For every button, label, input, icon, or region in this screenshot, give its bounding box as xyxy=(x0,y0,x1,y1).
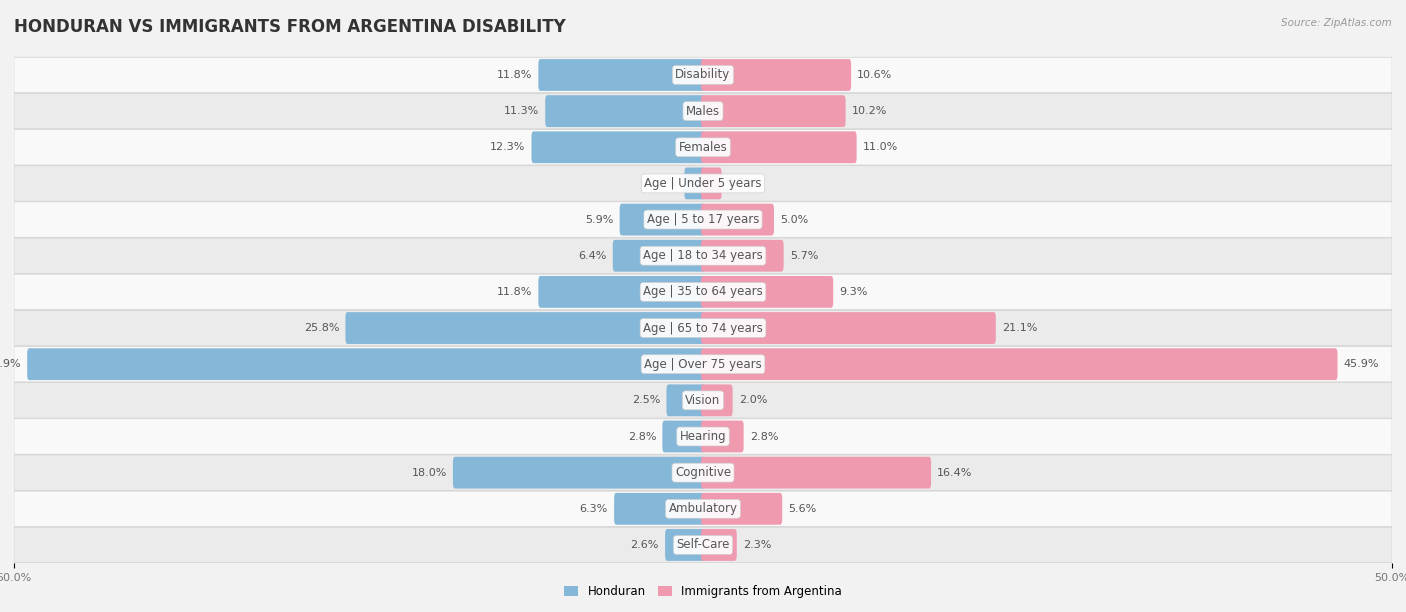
Text: Age | Over 75 years: Age | Over 75 years xyxy=(644,357,762,371)
FancyBboxPatch shape xyxy=(14,455,1392,490)
FancyBboxPatch shape xyxy=(14,346,1392,382)
Text: 11.8%: 11.8% xyxy=(496,70,531,80)
FancyBboxPatch shape xyxy=(702,95,845,127)
FancyBboxPatch shape xyxy=(14,310,1392,346)
FancyBboxPatch shape xyxy=(702,457,931,488)
FancyBboxPatch shape xyxy=(666,384,704,416)
Text: 16.4%: 16.4% xyxy=(938,468,973,477)
FancyBboxPatch shape xyxy=(27,348,704,380)
FancyBboxPatch shape xyxy=(702,276,834,308)
FancyBboxPatch shape xyxy=(702,204,773,236)
Text: 6.4%: 6.4% xyxy=(578,251,606,261)
Text: Vision: Vision xyxy=(685,394,721,407)
Text: 2.5%: 2.5% xyxy=(631,395,661,405)
FancyBboxPatch shape xyxy=(538,276,704,308)
Text: Source: ZipAtlas.com: Source: ZipAtlas.com xyxy=(1281,18,1392,28)
FancyBboxPatch shape xyxy=(531,132,704,163)
FancyBboxPatch shape xyxy=(665,529,704,561)
FancyBboxPatch shape xyxy=(702,420,744,452)
Text: 9.3%: 9.3% xyxy=(839,287,868,297)
Text: 2.6%: 2.6% xyxy=(630,540,659,550)
Text: Self-Care: Self-Care xyxy=(676,539,730,551)
FancyBboxPatch shape xyxy=(702,168,721,200)
Text: 2.3%: 2.3% xyxy=(742,540,772,550)
Text: Age | 65 to 74 years: Age | 65 to 74 years xyxy=(643,321,763,335)
FancyBboxPatch shape xyxy=(702,384,733,416)
Text: Disability: Disability xyxy=(675,69,731,81)
FancyBboxPatch shape xyxy=(702,529,737,561)
Text: 2.8%: 2.8% xyxy=(749,431,779,441)
FancyBboxPatch shape xyxy=(702,240,783,272)
Text: 5.7%: 5.7% xyxy=(790,251,818,261)
Text: 11.8%: 11.8% xyxy=(496,287,531,297)
Text: 25.8%: 25.8% xyxy=(304,323,339,333)
FancyBboxPatch shape xyxy=(685,168,704,200)
Text: Age | 35 to 64 years: Age | 35 to 64 years xyxy=(643,285,763,299)
FancyBboxPatch shape xyxy=(14,202,1392,237)
FancyBboxPatch shape xyxy=(14,238,1392,274)
Text: 6.3%: 6.3% xyxy=(579,504,607,514)
Text: 2.0%: 2.0% xyxy=(738,395,768,405)
FancyBboxPatch shape xyxy=(702,132,856,163)
Text: 18.0%: 18.0% xyxy=(412,468,447,477)
Text: 11.0%: 11.0% xyxy=(863,142,898,152)
Text: Females: Females xyxy=(679,141,727,154)
FancyBboxPatch shape xyxy=(14,419,1392,454)
Text: Hearing: Hearing xyxy=(679,430,727,443)
Text: HONDURAN VS IMMIGRANTS FROM ARGENTINA DISABILITY: HONDURAN VS IMMIGRANTS FROM ARGENTINA DI… xyxy=(14,18,565,36)
Text: 45.9%: 45.9% xyxy=(1344,359,1379,369)
Text: 10.2%: 10.2% xyxy=(852,106,887,116)
Text: 48.9%: 48.9% xyxy=(0,359,21,369)
FancyBboxPatch shape xyxy=(14,491,1392,526)
FancyBboxPatch shape xyxy=(14,528,1392,562)
Text: 1.2%: 1.2% xyxy=(728,179,756,188)
FancyBboxPatch shape xyxy=(14,94,1392,129)
Text: Cognitive: Cognitive xyxy=(675,466,731,479)
Text: 11.3%: 11.3% xyxy=(503,106,538,116)
FancyBboxPatch shape xyxy=(14,274,1392,310)
Text: Males: Males xyxy=(686,105,720,118)
Text: Age | Under 5 years: Age | Under 5 years xyxy=(644,177,762,190)
Text: 10.6%: 10.6% xyxy=(858,70,893,80)
Text: 12.3%: 12.3% xyxy=(489,142,526,152)
Text: Age | 18 to 34 years: Age | 18 to 34 years xyxy=(643,249,763,262)
FancyBboxPatch shape xyxy=(620,204,704,236)
FancyBboxPatch shape xyxy=(14,382,1392,418)
FancyBboxPatch shape xyxy=(702,348,1337,380)
FancyBboxPatch shape xyxy=(702,59,851,91)
FancyBboxPatch shape xyxy=(14,166,1392,201)
Text: Age | 5 to 17 years: Age | 5 to 17 years xyxy=(647,213,759,226)
Text: 5.0%: 5.0% xyxy=(780,215,808,225)
FancyBboxPatch shape xyxy=(702,312,995,344)
FancyBboxPatch shape xyxy=(14,130,1392,165)
FancyBboxPatch shape xyxy=(702,493,782,524)
Text: 5.6%: 5.6% xyxy=(789,504,817,514)
FancyBboxPatch shape xyxy=(614,493,704,524)
FancyBboxPatch shape xyxy=(14,58,1392,92)
FancyBboxPatch shape xyxy=(546,95,704,127)
FancyBboxPatch shape xyxy=(662,420,704,452)
FancyBboxPatch shape xyxy=(613,240,704,272)
Text: 1.2%: 1.2% xyxy=(650,179,678,188)
FancyBboxPatch shape xyxy=(453,457,704,488)
Legend: Honduran, Immigrants from Argentina: Honduran, Immigrants from Argentina xyxy=(564,585,842,598)
Text: 2.8%: 2.8% xyxy=(627,431,657,441)
Text: 21.1%: 21.1% xyxy=(1002,323,1038,333)
Text: Ambulatory: Ambulatory xyxy=(668,502,738,515)
FancyBboxPatch shape xyxy=(538,59,704,91)
Text: 5.9%: 5.9% xyxy=(585,215,613,225)
FancyBboxPatch shape xyxy=(346,312,704,344)
